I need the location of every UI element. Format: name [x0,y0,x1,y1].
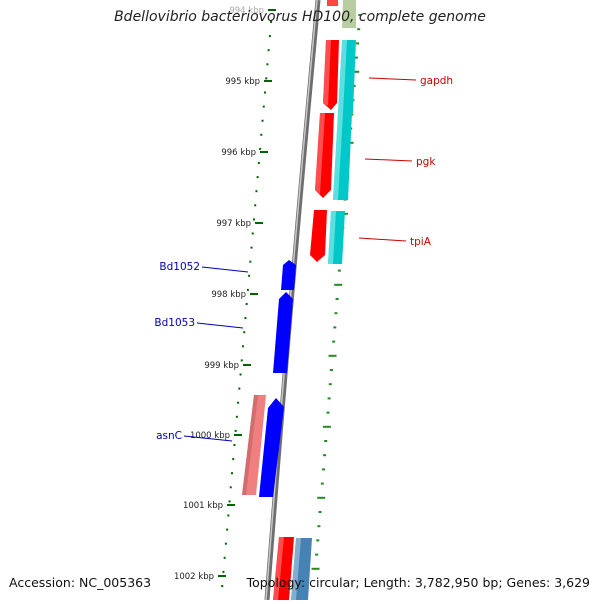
scale-minor-tick [268,35,271,38]
scale-minor-tick [261,119,264,122]
scale-minor-tick [237,401,240,404]
feature-gapdh-cds-shade [323,40,331,106]
gene-label-gapdh[interactable]: gapdh [420,75,453,87]
scale-minor-tick [224,542,227,545]
scale-minor-tick [265,77,268,80]
scale-minor-tick [241,345,244,348]
gene-label-leader [358,237,407,242]
scale-minor-tick [233,444,236,446]
scale-minor-tick [250,246,253,249]
feature-forward-rna[interactable] [342,0,356,28]
gene-label-leader [183,435,233,442]
feature-steelblue-bottom-shade [291,538,301,600]
gene-label-leader [364,158,413,162]
feature-Bd1052[interactable] [281,260,296,290]
genome-summary-text: Topology: circular; Length: 3,782,950 bp… [246,575,590,590]
scale-minor-tick [266,63,269,66]
feature-tpiA-rna-shade [328,211,336,264]
scale-tick-label: 998 kbp [211,290,246,300]
feature-asnC-reverse-shade [242,395,258,495]
scale-minor-tick [255,190,258,193]
gene-label-leader [196,322,244,329]
gene-label-asnC[interactable]: asnC [156,430,182,442]
scale-minor-tick [263,91,266,94]
scale-tick-label: 996 kbp [221,148,256,158]
scale-minor-tick [246,288,249,291]
scale-tick-label: 994 kbp [229,6,264,16]
scale-tick-label: 997 kbp [216,219,251,229]
scale-track [218,9,276,577]
scale-minor-tick [222,570,225,573]
scale-minor-tick [228,500,231,503]
scale-minor-tick [221,585,224,587]
scale-tick-label: 1002 kbp [174,572,214,582]
scale-minor-tick [235,415,238,418]
scale-labels: 994 kbp 995 kbp 996 kbp 997 kbp 998 kbp 999 k… [174,6,264,582]
scale-minor-tick [262,105,265,108]
feature-forward-cds[interactable] [327,0,338,6]
feature-asnC-cds[interactable] [259,398,284,497]
feature-gapdh-rna-shade [338,40,347,113]
scale-tick-label: 999 kbp [204,361,239,371]
scale-minor-tick [248,274,251,277]
scale-minor-tick [230,472,233,475]
scale-minor-tick [223,556,226,559]
scale-minor-tick [254,204,257,207]
feature-Bd1053[interactable] [273,292,293,373]
gene-labels: gapdh pgk tpiA Bd1052 Bd1053 asnC [154,75,453,442]
scale-tick-label: 1000 kbp [190,431,230,441]
scale-minor-tick [229,486,232,489]
scale-minor-tick [239,373,242,376]
feature-forward-cds-bottom-shade [273,537,284,600]
scale-tick-label: 1001 kbp [183,501,223,511]
scale-minor-tick [227,514,230,517]
scale-minor-tick [256,176,259,179]
scale-minor-tick [226,528,229,531]
scale-minor-tick [243,331,246,334]
scale-minor-tick [240,359,243,362]
feature-tpiA-cds[interactable] [310,210,327,262]
scale-minor-tick [251,232,254,235]
scale-minor-tick [259,147,262,150]
feature-pgk-cds-shade [315,113,325,194]
gene-label-leader [201,266,249,273]
gene-label-Bd1052[interactable]: Bd1052 [159,261,200,273]
feature-pgk-rna-shade [333,113,343,200]
scale-minor-tick [234,429,237,432]
gene-label-leader [368,77,417,81]
scale-minor-tick [245,303,248,305]
scale-minor-tick [267,49,270,52]
page-title: Bdellovibrio bacteriovorus HD100, comple… [114,9,486,25]
scale-minor-tick [232,458,235,461]
gene-label-Bd1053[interactable]: Bd1053 [154,317,195,329]
gene-label-pgk[interactable]: pgk [416,156,436,168]
accession-text: Accession: NC_005363 [9,575,152,590]
scale-minor-tick [238,387,241,390]
scale-minor-tick [257,162,260,164]
scale-minor-tick [270,21,273,23]
scale-minor-tick [252,218,255,221]
scale-minor-tick [244,317,247,320]
gene-label-tpiA[interactable]: tpiA [410,236,432,248]
scale-tick-label: 995 kbp [225,77,260,87]
scale-minor-tick [260,133,263,136]
scale-minor-tick [249,260,252,263]
